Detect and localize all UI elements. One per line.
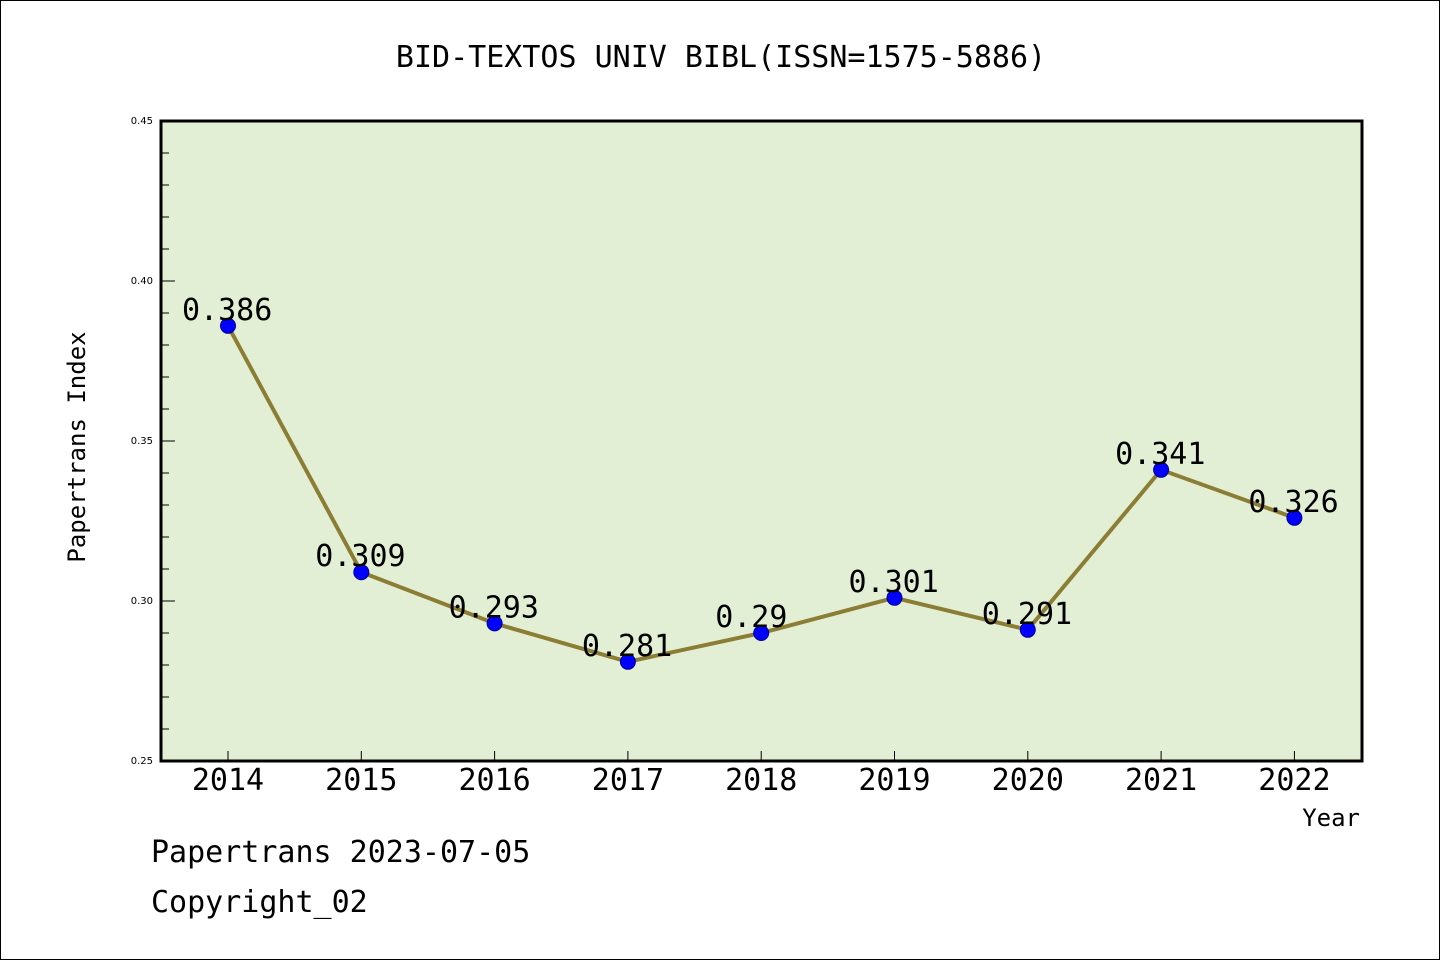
y-axis: 0.25 0.30 0.35 0.40 0.45 [131,116,175,767]
y-tick-label: 0.25 [131,756,153,767]
footer-copyright: Copyright_02 [151,885,368,920]
x-tick-label: 2017 [592,763,664,798]
data-point [753,625,770,641]
series-markers [220,317,1303,670]
plot-area [159,119,1364,763]
data-point [1019,621,1036,638]
data-label: 0.29 [715,600,787,635]
x-tick-label: 2014 [192,763,264,798]
footer-date: Papertrans 2023-07-05 [151,835,531,870]
data-point [353,564,370,581]
x-tick-label: 2021 [1125,763,1197,798]
x-tick-label: 2018 [725,763,797,798]
y-tick-label: 0.35 [131,436,153,447]
x-tick-label: 2022 [1258,763,1330,798]
x-tick-label: 2019 [858,763,930,798]
x-tick-label: 2015 [325,763,397,798]
data-point [886,589,903,606]
data-point [1153,461,1170,478]
data-label: 0.326 [1248,485,1338,520]
data-label: 0.293 [449,590,539,625]
data-labels: 0.386 0.309 0.293 0.281 0.29 0.301 0.291 0.341 0… [182,293,1339,664]
chart-title: BID-TEXTOS UNIV BIBL(ISSN=1575-5886) [396,40,1046,75]
data-label: 0.291 [982,597,1072,632]
y-tick-label: 0.45 [131,116,153,127]
data-label: 0.341 [1115,437,1205,472]
y-axis-label: Papertrans Index [63,331,91,562]
data-point [486,615,503,632]
y-tick-label: 0.40 [131,276,153,287]
data-label: 0.309 [315,539,405,574]
data-point [220,317,236,334]
data-point [619,653,636,670]
x-tick-label: 2016 [458,763,530,798]
data-point [1286,509,1303,526]
x-tick-label: 2020 [992,763,1064,798]
data-label: 0.386 [182,293,272,328]
data-label: 0.301 [849,565,939,600]
x-axis-label: Year [1302,804,1360,832]
data-label: 0.281 [582,629,672,664]
y-tick-label: 0.30 [131,596,153,607]
x-axis: 2014 2015 2016 2017 2018 2019 2020 2021 2022 [192,751,1331,798]
